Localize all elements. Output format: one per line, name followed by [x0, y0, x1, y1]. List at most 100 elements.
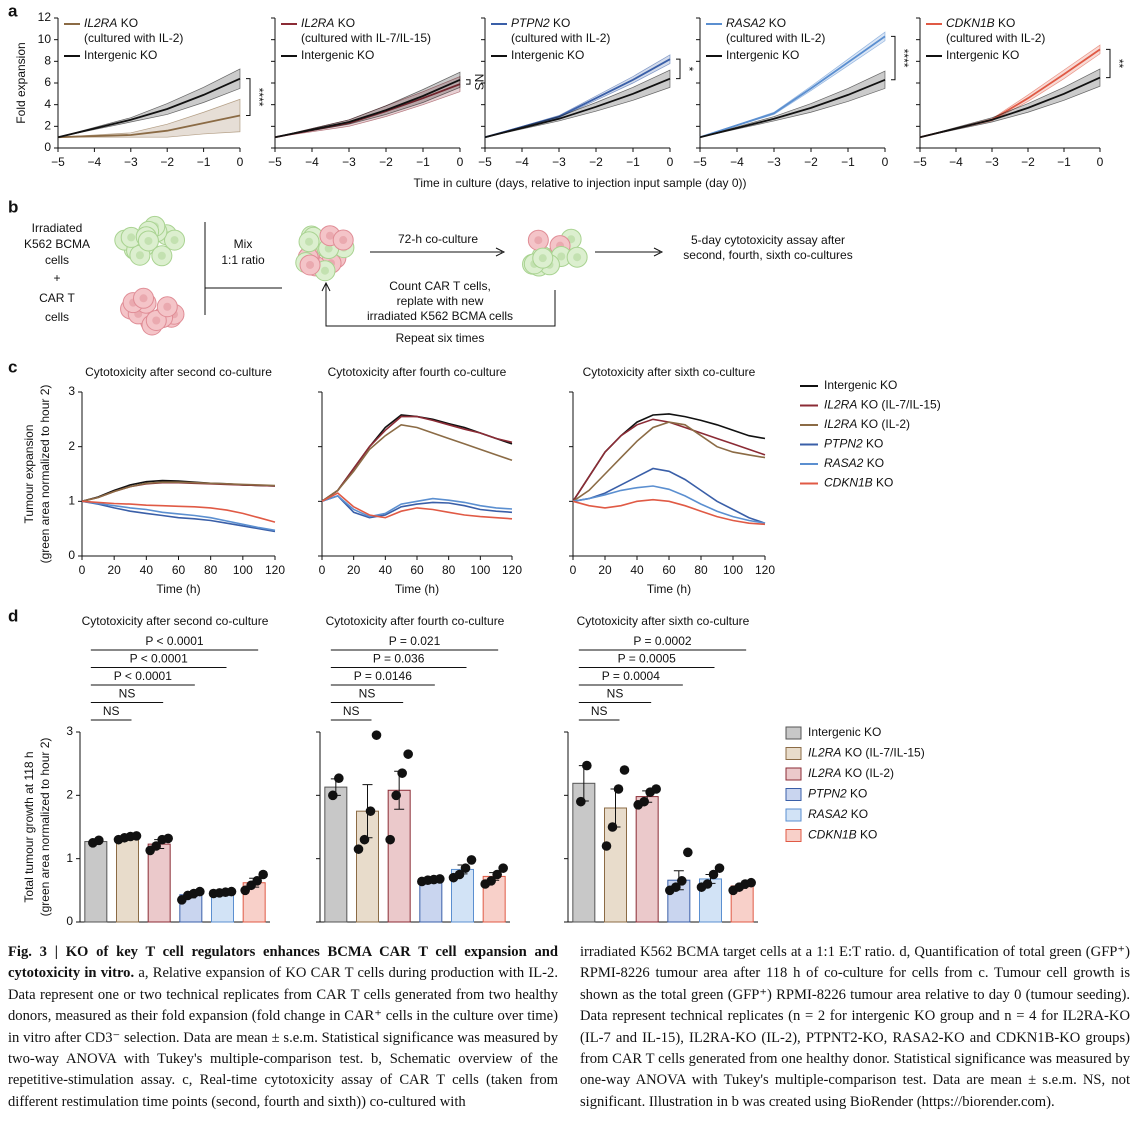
panel-label: d [8, 606, 18, 625]
label: irradiated K562 BCMA cells [367, 309, 513, 323]
label: + [53, 271, 60, 285]
data-point [151, 841, 161, 851]
x-tick-label: 60 [172, 563, 186, 577]
significance-bracket [466, 79, 471, 85]
cell-nucleus [127, 233, 136, 242]
panel-label: a [8, 1, 18, 20]
x-tick-label: 100 [723, 563, 743, 577]
x-tick-label: −5 [478, 155, 492, 169]
x-axis-label: Time (h) [647, 582, 691, 596]
x-tick-label: 120 [755, 563, 775, 577]
x-tick-label: 40 [140, 563, 154, 577]
x-tick-label: −1 [841, 155, 855, 169]
error-band [484, 54, 671, 138]
data-point [163, 833, 173, 844]
label: second, fourth, sixth co-cultures [683, 248, 852, 262]
x-tick-label: 0 [79, 563, 86, 577]
cell-nucleus [557, 252, 566, 261]
line [81, 481, 276, 503]
data-point [391, 790, 401, 801]
legend-note: (cultured with IL-2) [511, 31, 610, 45]
data-point [371, 730, 382, 740]
y-tick-label: 10 [38, 32, 52, 46]
significance-bracket [1106, 48, 1111, 79]
x-tick-label: −1 [197, 155, 211, 169]
data-point [353, 844, 364, 854]
legend-label: IL2RA KO (IL-2) [808, 766, 894, 780]
x-tick-label: 40 [379, 563, 393, 577]
data-point [226, 886, 237, 897]
data-point [397, 768, 407, 778]
label: cells [45, 310, 69, 324]
x-tick-label: 60 [410, 563, 424, 577]
bar [116, 837, 139, 923]
x-tick-label: −1 [416, 155, 430, 169]
legend-swatch [785, 829, 802, 842]
legend-label: CDKN1B KO [808, 828, 877, 842]
legend-label: Intergenic KO [84, 48, 157, 62]
legend-note: (cultured with IL-2) [726, 31, 825, 45]
arrow [321, 281, 556, 327]
x-tick-label: 80 [204, 563, 218, 577]
comparison-label: P = 0.0004 [602, 669, 660, 683]
x-tick-label: 0 [1097, 155, 1104, 169]
significance-label: **** [252, 88, 266, 107]
x-tick-label: −3 [767, 155, 781, 169]
data-point [582, 760, 592, 771]
legend-note: (cultured with IL-2) [946, 31, 1045, 45]
x-tick-label: −3 [552, 155, 566, 169]
line [81, 500, 276, 532]
legend-swatch [785, 747, 802, 760]
data-point [498, 863, 508, 873]
legend-label: IL2RA KO (IL-2) [824, 417, 910, 431]
cell-nucleus [573, 253, 582, 262]
arrow [370, 247, 506, 257]
line [699, 78, 886, 139]
cell-nucleus [135, 251, 144, 260]
cell-nucleus [163, 302, 172, 311]
data-point [677, 876, 687, 886]
x-tick-label: −2 [379, 155, 393, 169]
x-tick-label: −4 [730, 155, 744, 169]
x-tick-label: −1 [1057, 155, 1071, 169]
x-tick-label: −5 [268, 155, 282, 169]
legend-swatch [785, 808, 802, 822]
legend-label: Intergenic KO [511, 48, 584, 62]
legend-note: (cultured with IL-2) [84, 31, 183, 45]
y-axis-label: Total tumour growth at 118 h [22, 751, 36, 902]
comparison-label: NS [591, 704, 608, 718]
data-point [702, 879, 713, 889]
significance-label: * [682, 67, 696, 72]
panel-label: c [8, 357, 17, 376]
data-point [576, 796, 586, 807]
x-tick-label: −5 [913, 155, 927, 169]
y-tick-label: 1 [68, 494, 75, 508]
cell-nucleus [534, 236, 543, 245]
bar [635, 796, 659, 923]
data-point [601, 841, 612, 851]
comparison-label: NS [343, 704, 360, 718]
caption-right: irradiated K562 BCMA target cells at a 1… [580, 942, 1130, 1113]
comparison-label: P = 0.036 [373, 652, 425, 666]
caption-text: a, Relative expansion of KO CAR T cells … [8, 965, 558, 1110]
x-tick-label: 120 [265, 563, 285, 577]
x-tick-label: −5 [51, 155, 65, 169]
bar [147, 843, 171, 923]
chart-title: Cytotoxicity after fourth co-culture [326, 614, 505, 628]
significance-bracket [891, 35, 896, 81]
cell-nucleus [324, 244, 333, 253]
data-point [252, 876, 262, 886]
significance-label: ** [1112, 59, 1126, 69]
error-band [699, 70, 886, 138]
data-point [492, 869, 502, 880]
panel-label: b [8, 197, 18, 216]
data-point [746, 877, 756, 888]
cell-nucleus [325, 231, 334, 240]
cell-nucleus [157, 251, 166, 260]
data-point [334, 773, 344, 784]
x-tick-label: 0 [457, 155, 464, 169]
x-tick-label: 0 [570, 563, 577, 577]
y-tick-label: 3 [66, 724, 73, 738]
x-tick-label: 120 [502, 563, 522, 577]
